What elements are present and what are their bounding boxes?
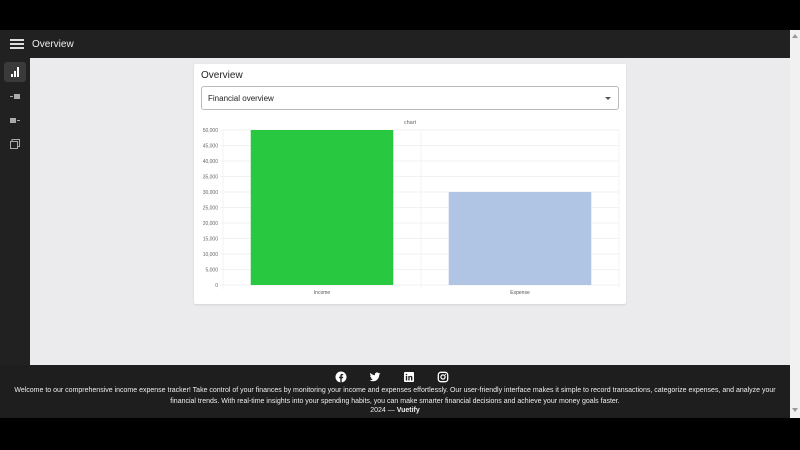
x-tick-label: Expense — [510, 290, 530, 296]
y-tick-label: 50,000 — [203, 128, 219, 134]
calendar-icon — [10, 139, 20, 149]
brand-name: Vuetify — [396, 407, 420, 414]
scrollbar[interactable] — [790, 30, 800, 418]
facebook-icon[interactable] — [335, 371, 347, 383]
y-tick-label: 45,000 — [203, 144, 219, 150]
x-tick-label: Income — [314, 290, 331, 296]
bar-income — [250, 130, 394, 285]
caret-down-icon — [605, 97, 611, 100]
instagram-icon[interactable] — [437, 371, 449, 383]
app-bar: Overview — [0, 30, 790, 58]
scroll-up-icon[interactable] — [792, 34, 798, 38]
y-tick-label: 20,000 — [203, 221, 219, 227]
y-tick-label: 40,000 — [203, 159, 219, 165]
footer-description: Welcome to our comprehensive income expe… — [14, 387, 776, 405]
card-title: Overview — [201, 70, 243, 81]
chart-type-select[interactable]: Financial overview — [201, 86, 619, 110]
sidebar-item-calendar[interactable] — [4, 134, 26, 154]
copyright: 2024 — Vuetify — [0, 407, 790, 414]
income-icon — [10, 94, 20, 99]
menu-icon[interactable] — [10, 37, 24, 51]
bar-chart-icon — [11, 67, 19, 77]
sidebar-item-overview[interactable] — [4, 62, 26, 82]
sidebar-item-income[interactable] — [4, 86, 26, 106]
app: Overview Overview Financial overview cha… — [0, 30, 790, 418]
y-tick-label: 15,000 — [203, 237, 219, 243]
y-tick-label: 35,000 — [203, 175, 219, 181]
expense-icon — [10, 118, 20, 123]
social-links — [0, 365, 790, 385]
bar-expense — [448, 192, 592, 285]
y-tick-label: 0 — [215, 283, 218, 289]
linkedin-icon[interactable] — [403, 371, 415, 383]
y-tick-label: 5,000 — [205, 268, 218, 274]
sidebar — [0, 58, 30, 365]
sidebar-item-expense[interactable] — [4, 110, 26, 130]
chart-title: chart — [404, 120, 417, 126]
y-tick-label: 25,000 — [203, 206, 219, 212]
y-tick-label: 30,000 — [203, 190, 219, 196]
y-tick-label: 10,000 — [203, 252, 219, 258]
footer: Welcome to our comprehensive income expe… — [0, 365, 790, 418]
select-value: Financial overview — [208, 94, 274, 103]
overview-card: Overview Financial overview chart 0 5,000… — [194, 64, 626, 304]
scroll-down-icon[interactable] — [792, 408, 798, 412]
copyright-year: 2024 — — [370, 407, 395, 414]
twitter-icon[interactable] — [369, 371, 381, 383]
page-title: Overview — [32, 38, 74, 50]
